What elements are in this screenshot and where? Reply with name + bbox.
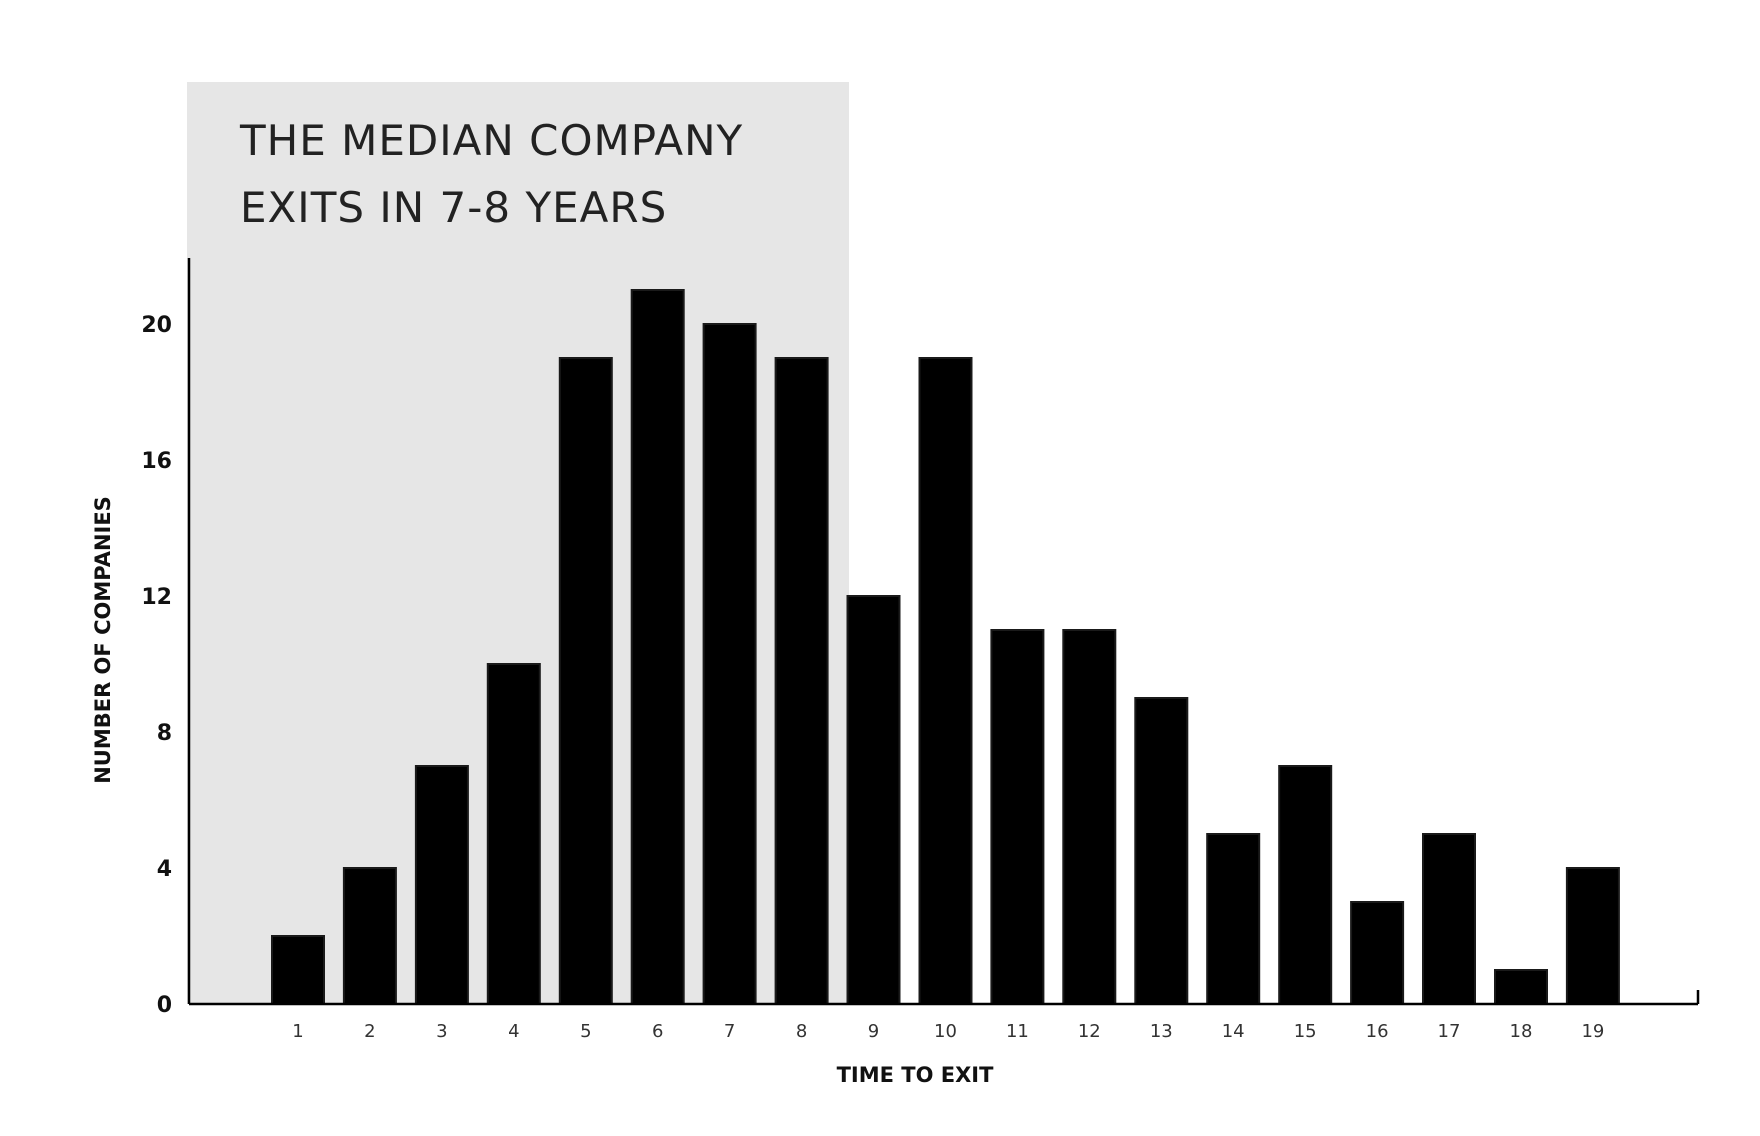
bar-2 [342, 867, 397, 1005]
y-tick-label-12: 12 [141, 585, 172, 610]
bar-19 [1565, 867, 1620, 1005]
bar-15 [1278, 765, 1333, 1005]
y-tick-label-4: 4 [157, 857, 172, 882]
y-tick-label-0: 0 [157, 993, 172, 1018]
bar-8 [774, 357, 829, 1005]
x-tick-label-19: 19 [1581, 1021, 1604, 1042]
bar-14 [1206, 833, 1261, 1005]
x-tick-label-12: 12 [1078, 1021, 1101, 1042]
y-tick-label-20: 20 [141, 313, 172, 338]
y-tick-label-8: 8 [157, 721, 172, 746]
bars [271, 289, 1620, 1005]
bar-7 [702, 323, 757, 1005]
bar-10 [918, 357, 973, 1005]
bar-16 [1350, 901, 1405, 1005]
x-tick-label-6: 6 [652, 1021, 663, 1042]
bar-18 [1494, 969, 1548, 1005]
x-tick-label-7: 7 [724, 1021, 735, 1042]
x-axis-title: TIME TO EXIT [837, 1063, 995, 1087]
chart-title-line-1: THE MEDIAN COMPANY [239, 116, 743, 165]
y-tick-labels: 0 4 8 12 16 20 [141, 313, 172, 1018]
x-tick-label-9: 9 [868, 1021, 879, 1042]
x-tick-label-15: 15 [1294, 1021, 1317, 1042]
x-tick-label-5: 5 [580, 1021, 591, 1042]
x-tick-label-18: 18 [1510, 1021, 1533, 1042]
x-tick-label-17: 17 [1438, 1021, 1461, 1042]
x-tick-label-10: 10 [934, 1021, 957, 1042]
bar-11 [990, 629, 1045, 1005]
bar-12 [1062, 629, 1117, 1005]
x-tick-label-13: 13 [1150, 1021, 1173, 1042]
bar-1 [271, 935, 325, 1005]
x-axis-line [189, 990, 1700, 1006]
bar-3 [414, 765, 469, 1005]
bar-5 [558, 357, 613, 1005]
x-tick-label-11: 11 [1006, 1021, 1029, 1042]
bar-9 [846, 595, 901, 1005]
y-axis-title: NUMBER OF COMPANIES [91, 496, 115, 784]
x-tick-label-16: 16 [1366, 1021, 1389, 1042]
x-tick-label-1: 1 [292, 1021, 303, 1042]
x-tick-label-2: 2 [364, 1021, 375, 1042]
bar-13 [1134, 697, 1189, 1005]
x-tick-labels: 1 2 3 4 5 6 7 8 9 10 11 12 13 14 15 16 17 18 19 [292, 1021, 1604, 1042]
bar-6 [630, 289, 685, 1005]
chart-title-line-2: EXITS IN 7-8 YEARS [240, 183, 667, 232]
x-tick-label-8: 8 [796, 1021, 807, 1042]
y-tick-label-16: 16 [141, 449, 172, 474]
bar-4 [486, 663, 541, 1005]
x-tick-label-3: 3 [436, 1021, 447, 1042]
x-tick-label-4: 4 [508, 1021, 519, 1042]
x-tick-label-14: 14 [1222, 1021, 1245, 1042]
bar-17 [1422, 833, 1476, 1005]
